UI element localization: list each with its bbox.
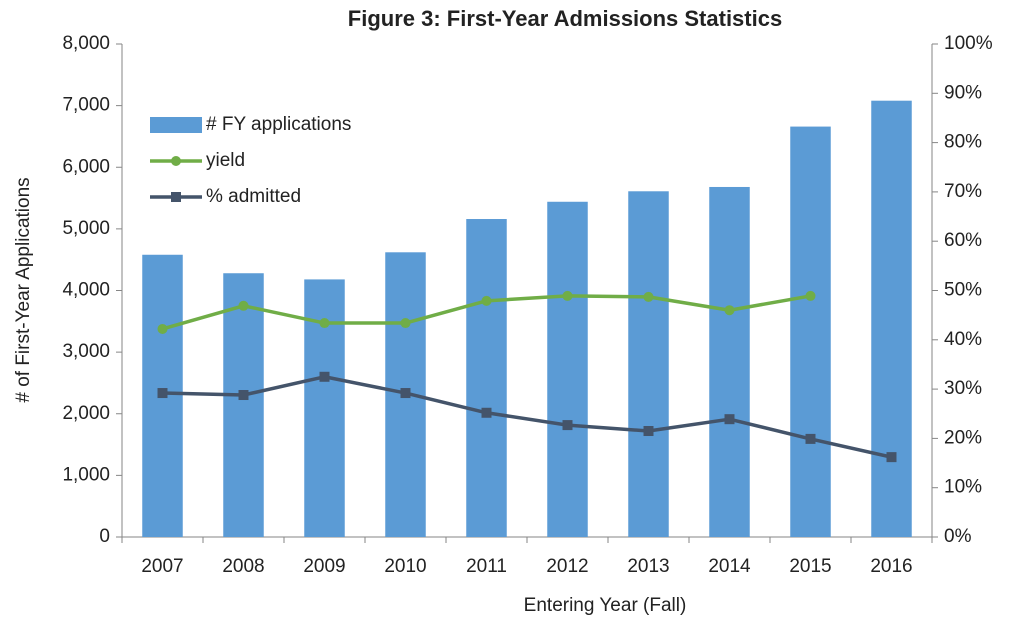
y-tick-label: 6,000: [62, 156, 110, 177]
line-marker: [481, 407, 492, 418]
y-tick-label: 5,000: [62, 218, 110, 239]
y-tick-label: 7,000: [62, 95, 110, 116]
x-tick-label: 2008: [222, 556, 264, 577]
legend-label: % admitted: [206, 186, 301, 207]
line-marker: [157, 388, 168, 399]
line-marker: [724, 414, 735, 425]
y2-tick-label: 0%: [944, 526, 972, 547]
line-marker: [238, 390, 249, 401]
line: [162, 375, 892, 459]
legend-marker: [171, 192, 181, 202]
legend-swatch: [150, 117, 202, 133]
x-tick-label: 2010: [384, 556, 426, 577]
y-tick-label: 1,000: [62, 464, 110, 485]
y-tick-label: 0: [99, 526, 110, 547]
x-tick-label: 2007: [141, 556, 183, 577]
bar: [628, 191, 669, 537]
line-marker: [562, 290, 573, 301]
y2-tick-label: 30%: [944, 378, 982, 399]
x-tick-label: 2013: [627, 556, 669, 577]
x-tick-label: 2015: [789, 556, 831, 577]
bar: [223, 273, 264, 537]
y2-tick-label: 10%: [944, 477, 982, 498]
x-axis-label: Entering Year (Fall): [524, 595, 687, 616]
line-marker: [643, 426, 654, 437]
bar: [547, 201, 588, 537]
line-marker: [805, 433, 816, 444]
line-marker: [400, 388, 411, 399]
bar: [709, 186, 750, 537]
y2-tick-label: 60%: [944, 230, 982, 251]
y-axis-label: # of First-Year Applications: [13, 177, 34, 402]
line-marker: [805, 290, 816, 301]
line-marker: [238, 300, 249, 311]
y2-tick-label: 100%: [944, 33, 993, 54]
bar: [871, 100, 912, 537]
y2-tick-label: 40%: [944, 329, 982, 350]
legend-label: # FY applications: [206, 114, 351, 135]
y-tick-label: 2,000: [62, 403, 110, 424]
y-tick-label: 3,000: [62, 341, 110, 362]
y2-tick-label: 80%: [944, 132, 982, 153]
x-tick-label: 2016: [870, 556, 912, 577]
x-tick-label: 2009: [303, 556, 345, 577]
y2-tick-label: 20%: [944, 427, 982, 448]
line-marker: [400, 318, 411, 329]
line-marker: [319, 371, 330, 382]
y2-tick-label: 70%: [944, 181, 982, 202]
x-tick-label: 2014: [708, 556, 751, 577]
line-marker: [724, 305, 735, 316]
bar: [790, 126, 831, 537]
legend-label: yield: [206, 150, 245, 171]
y-tick-label: 8,000: [62, 33, 110, 54]
x-tick-label: 2011: [466, 556, 507, 577]
line-marker: [481, 295, 492, 306]
line-marker: [643, 291, 654, 302]
y2-tick-label: 90%: [944, 82, 982, 103]
line-marker: [886, 452, 897, 463]
x-tick-label: 2012: [546, 556, 588, 577]
line-marker: [319, 318, 330, 329]
bar: [466, 219, 507, 537]
y2-tick-label: 50%: [944, 280, 982, 301]
legend-marker: [171, 156, 181, 166]
line-marker: [157, 323, 168, 334]
chart-title: Figure 3: First-Year Admissions Statisti…: [348, 6, 782, 31]
y-tick-label: 4,000: [62, 280, 110, 301]
line-marker: [562, 420, 573, 431]
